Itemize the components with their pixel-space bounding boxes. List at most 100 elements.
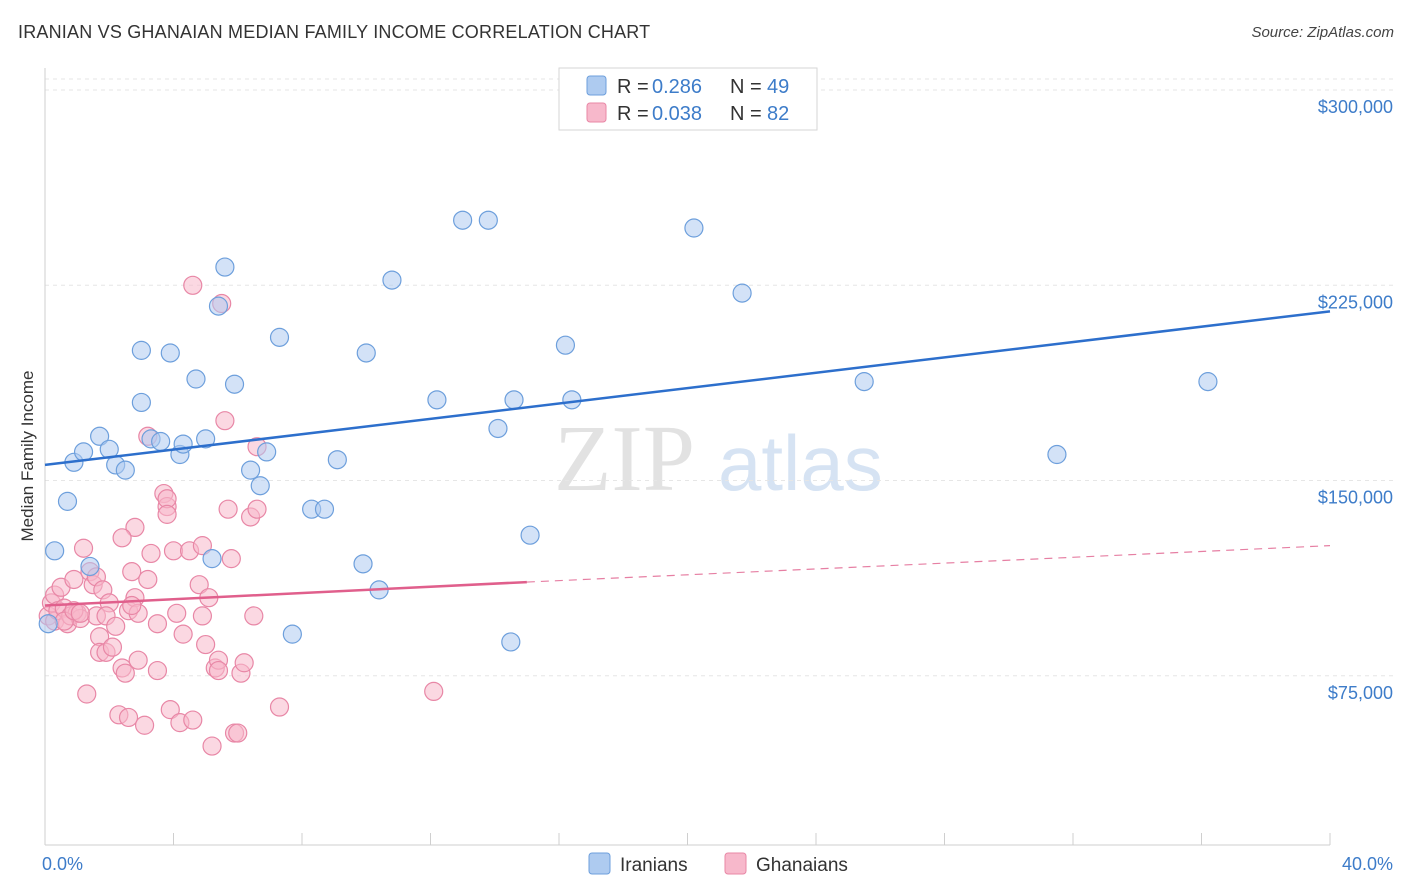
stats-legend: R = 0.286 N = 49 R = 0.038 N = 82 — [558, 67, 818, 131]
iranians-point-9 — [115, 460, 135, 480]
ghanaians-point-25 — [106, 616, 126, 636]
ghanaians-point-13 — [77, 684, 97, 704]
ghanaians-point-58 — [215, 411, 235, 431]
iranians-point-18 — [196, 429, 216, 449]
iranians-point-20 — [208, 296, 229, 316]
iranians-point-5 — [80, 556, 100, 577]
iranians-point-30 — [327, 450, 347, 470]
ghanaians-point-60 — [221, 549, 241, 569]
legend-ghanaians-r-value: 0.038 — [652, 103, 702, 125]
ghanaians-point-75 — [269, 697, 290, 717]
ghanaians-trend-line — [44, 580, 527, 607]
legend-swatch-iranians — [586, 75, 607, 96]
ghanaians-point-44 — [167, 603, 187, 623]
iranians-point-0 — [38, 614, 58, 634]
gridlines — [45, 78, 1393, 677]
ghanaians-point-28 — [115, 663, 135, 683]
ghanaians-point-33 — [128, 650, 148, 670]
ghanaians-point-80 — [122, 595, 142, 616]
ghanaians-point-59 — [218, 499, 238, 519]
ghanaians-point-54 — [202, 736, 222, 756]
iranians-point-44 — [684, 218, 704, 238]
x-axis-ticks — [44, 833, 1331, 845]
x-tick-label-min: 0.0% — [42, 854, 83, 874]
iranians-point-26 — [269, 327, 290, 347]
ghanaians-point-38 — [147, 614, 168, 634]
bottom-legend-iranians: Iranians — [620, 855, 688, 876]
watermark-zip: ZIP — [554, 407, 695, 511]
ghanaians-point-12 — [73, 538, 94, 558]
legend-swatch-ghanaians — [586, 102, 607, 123]
iranians-point-27 — [282, 624, 302, 644]
iranians-point-45 — [732, 283, 752, 303]
ghanaians-point-51 — [192, 536, 213, 556]
legend-iranians-n-label: N = — [730, 76, 767, 98]
legend-iranians-r-value: 0.286 — [652, 76, 702, 98]
iranians-point-36 — [453, 210, 473, 230]
iranians-point-41 — [520, 525, 540, 545]
ghanaians-point-64 — [234, 653, 254, 673]
ghanaians-point-31 — [122, 562, 142, 582]
ghanaians-point-46 — [173, 624, 193, 644]
iranians-trend-line — [44, 310, 1331, 467]
ghanaians-point-36 — [138, 569, 158, 590]
ghanaians-point-62 — [228, 723, 248, 743]
ghanaians-point-74 — [112, 528, 132, 548]
ghanaians-point-52 — [196, 634, 216, 655]
iranians-point-48 — [1198, 372, 1218, 392]
iranians-point-4 — [73, 442, 94, 462]
ghanaians-point-37 — [141, 543, 161, 564]
ghanaians-point-76 — [424, 681, 444, 702]
y-tick-label-2: $225,000 — [1318, 292, 1393, 312]
iranians-point-21 — [215, 257, 235, 277]
ghanaians-point-39 — [147, 660, 168, 681]
ghanaians-point-73 — [192, 606, 213, 626]
ghanaians-point-9 — [64, 569, 84, 590]
bottom-legend-swatch-ghanaians — [724, 852, 747, 875]
iranians-point-1 — [45, 541, 65, 561]
iranians-point-39 — [501, 632, 521, 652]
legend-ghanaians-r-label: R = — [617, 103, 654, 125]
ghanaians-point-35 — [134, 715, 155, 735]
series-legend: Iranians Ghanaians — [588, 852, 848, 876]
ghanaians-point-49 — [183, 275, 203, 295]
iranians-point-2 — [57, 491, 78, 511]
y-tick-label-0: $75,000 — [1328, 683, 1393, 703]
iranians-point-31 — [353, 554, 373, 574]
chart-title: IRANIAN VS GHANAIAN MEDIAN FAMILY INCOME… — [18, 22, 651, 42]
ghanaians-point-50 — [189, 575, 209, 595]
x-tick-label-max: 40.0% — [1342, 854, 1393, 874]
bottom-legend-ghanaians: Ghanaians — [756, 855, 848, 876]
ghanaians-point-29 — [118, 707, 139, 728]
ghanaians-point-42 — [160, 700, 180, 720]
ghanaians-point-48 — [183, 710, 203, 730]
iranians-point-10 — [131, 392, 151, 413]
ghanaians-point-81 — [208, 660, 229, 681]
iranians-point-47 — [1047, 444, 1067, 465]
iranians-point-11 — [131, 340, 151, 360]
iranians-point-35 — [427, 390, 447, 410]
iranians-point-22 — [224, 374, 245, 394]
iranians-point-25 — [257, 442, 277, 462]
iranians-point-32 — [356, 343, 376, 363]
ghanaians-point-43 — [163, 541, 184, 561]
iranians-point-29 — [314, 499, 335, 519]
iranians-point-14 — [160, 343, 180, 363]
iranians-point-37 — [478, 210, 498, 230]
y-axis-label: Median Family Income — [18, 370, 37, 541]
y-tick-label-1: $150,000 — [1318, 488, 1393, 508]
iranians-point-42 — [555, 335, 576, 355]
legend-ghanaians-n-value: 82 — [767, 103, 789, 125]
iranians-point-24 — [250, 476, 270, 496]
iranians-points — [38, 210, 1218, 652]
watermark-atlas: atlas — [718, 419, 883, 507]
ghanaians-point-67 — [247, 499, 267, 519]
ghanaians-point-72 — [157, 504, 177, 524]
iranians-point-6 — [90, 426, 110, 446]
ghanaians-point-66 — [244, 606, 264, 626]
iranians-point-13 — [151, 431, 171, 452]
ghanaians-point-24 — [102, 637, 123, 657]
legend-iranians-n-value: 49 — [767, 76, 789, 98]
iranians-point-46 — [854, 372, 874, 392]
